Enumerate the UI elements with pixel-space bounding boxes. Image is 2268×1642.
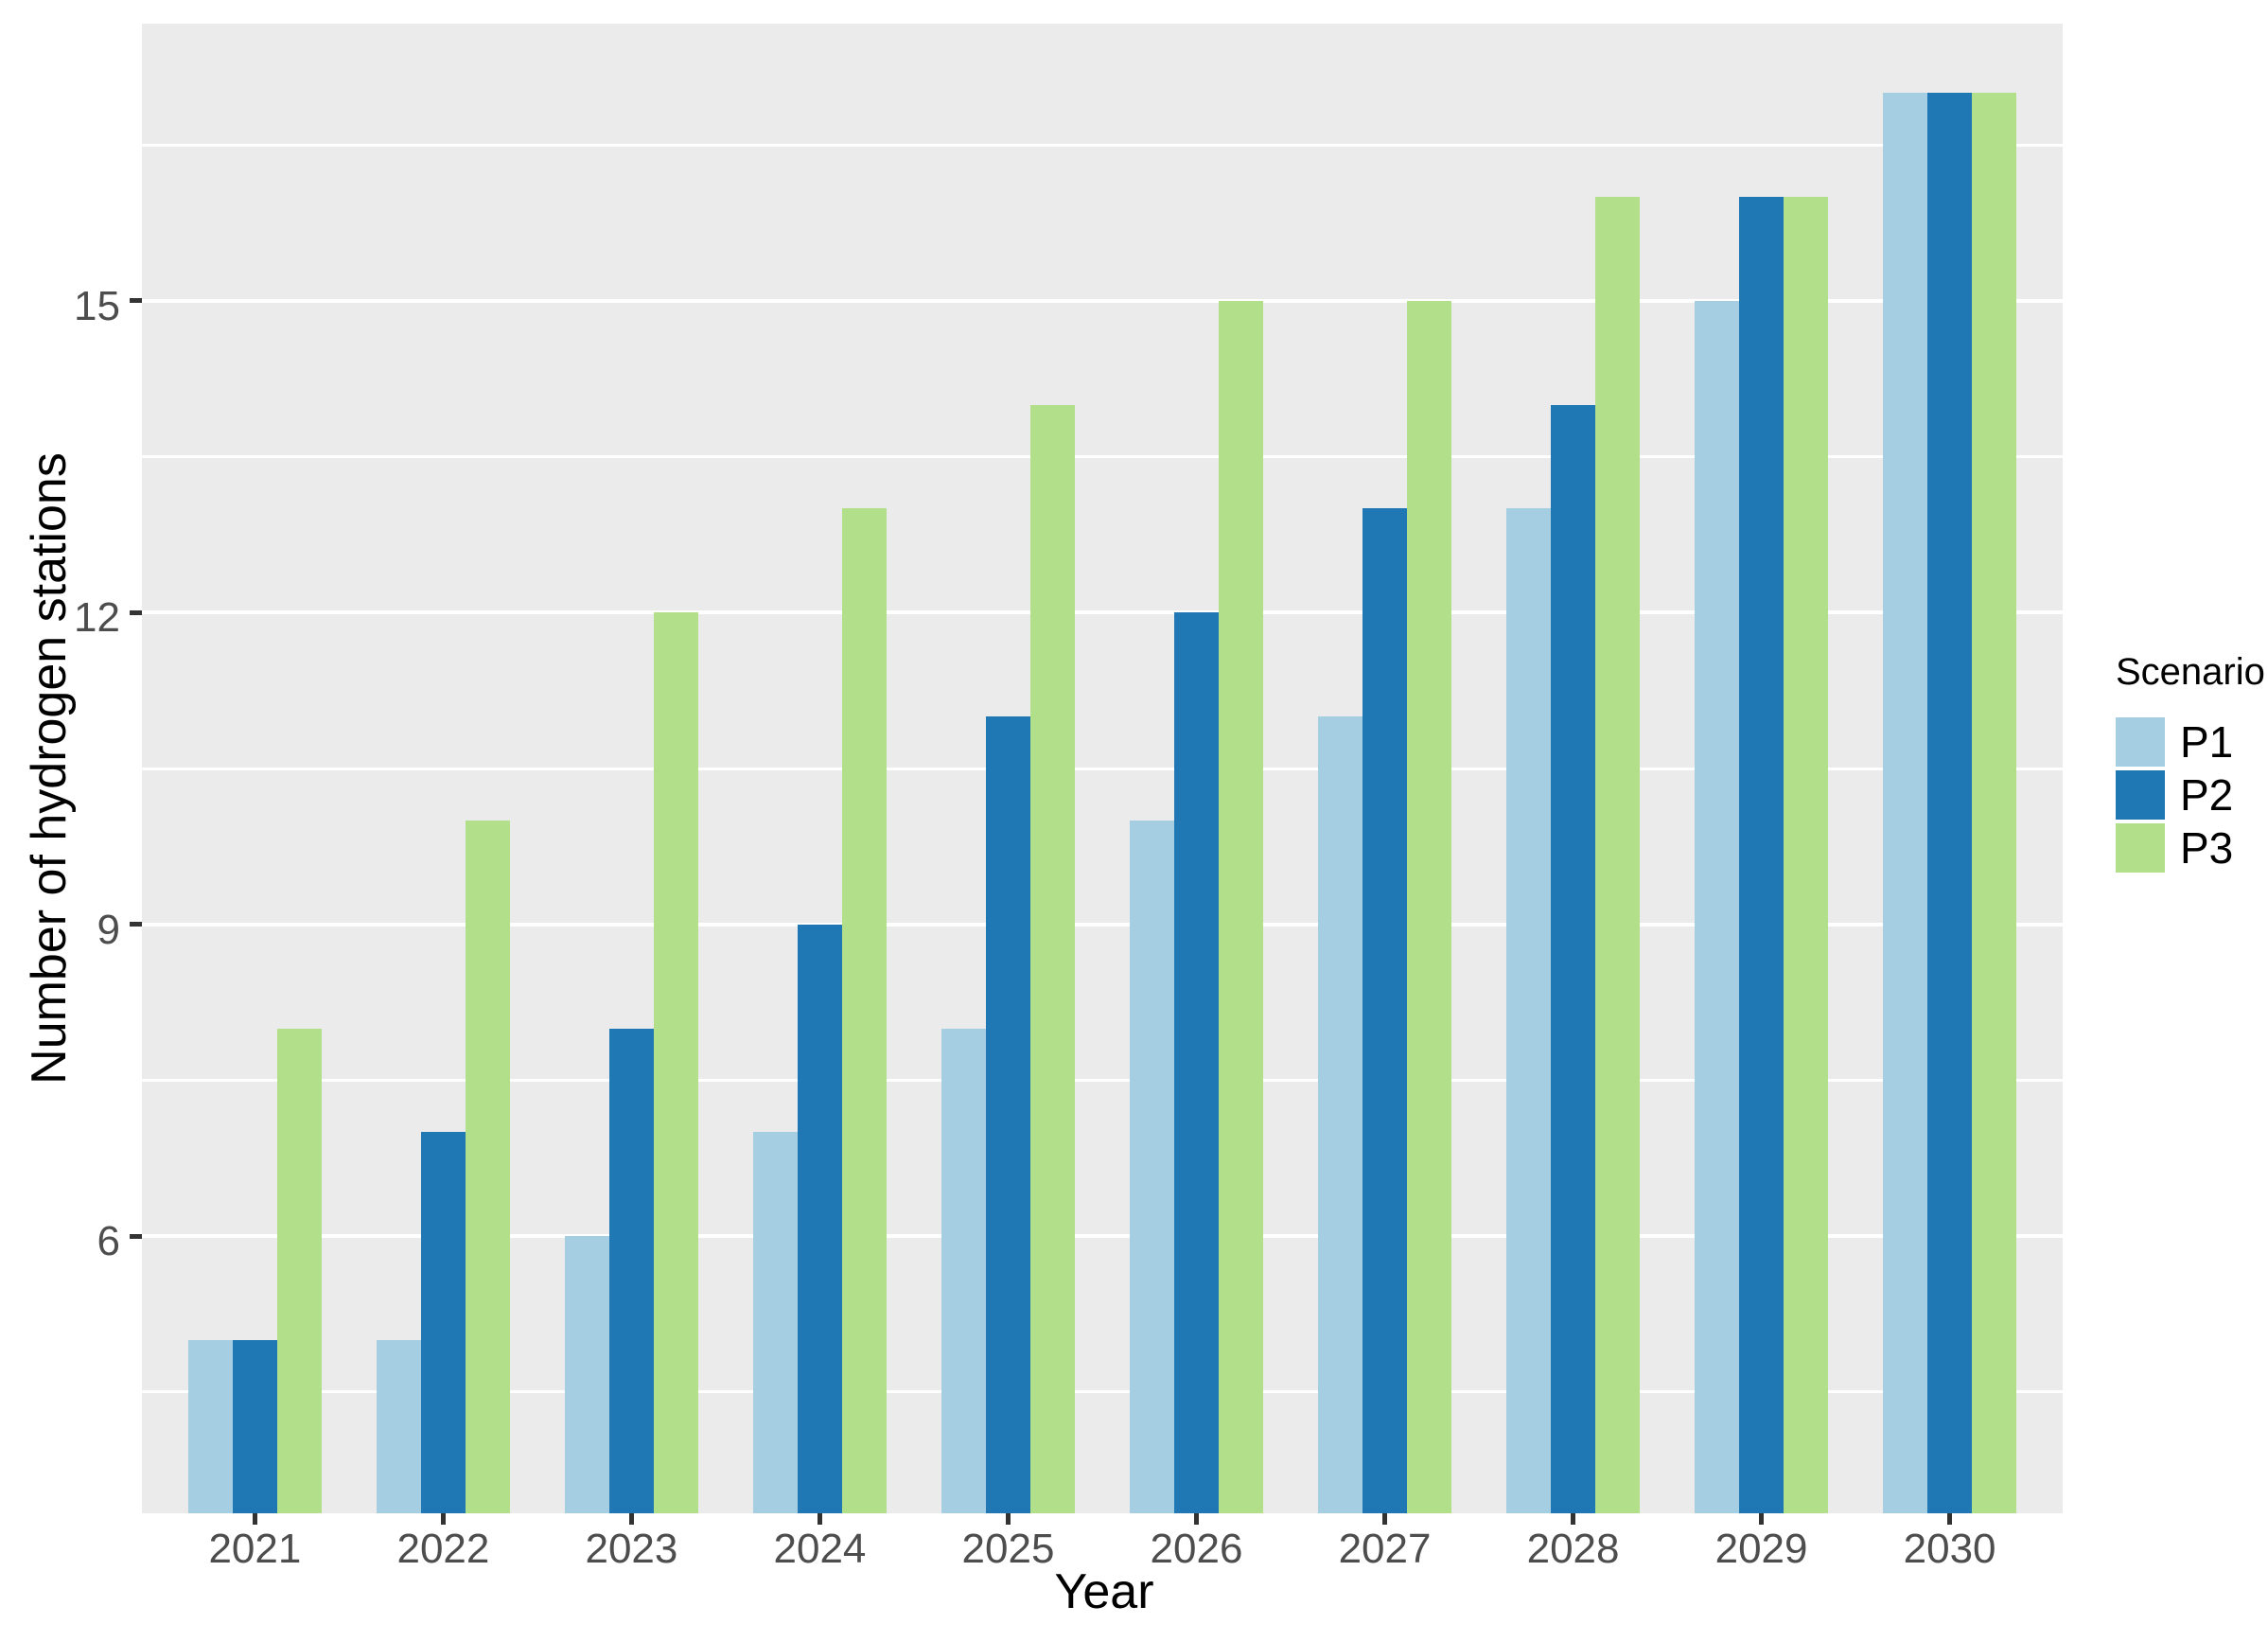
x-tick-label: 2030 — [1903, 1526, 1996, 1572]
x-tick-label: 2027 — [1338, 1526, 1432, 1572]
bar-2027-P1 — [1318, 716, 1363, 1513]
x-tick-mark — [628, 1513, 634, 1525]
x-tick-label: 2023 — [585, 1526, 678, 1572]
bar-2025-P2 — [985, 716, 1030, 1513]
legend: Scenario P1 P2 P3 — [2116, 653, 2265, 876]
gridline-minor — [142, 143, 2063, 147]
gridline-minor — [142, 1390, 2063, 1394]
bar-2023-P3 — [653, 612, 698, 1513]
bar-2027-P2 — [1363, 508, 1408, 1513]
y-tick-label: 6 — [97, 1218, 120, 1265]
bar-2028-P1 — [1506, 508, 1552, 1513]
x-tick-label: 2025 — [961, 1526, 1055, 1572]
y-tick-mark — [130, 298, 142, 304]
bar-2028-P2 — [1551, 404, 1596, 1513]
bar-2024-P2 — [797, 924, 842, 1513]
gridline-minor — [142, 767, 2063, 770]
bar-2030-P2 — [1927, 93, 1973, 1513]
legend-title: Scenario — [2116, 651, 2265, 693]
gridline-minor — [142, 455, 2063, 459]
bar-2021-P2 — [232, 1339, 277, 1513]
x-tick-mark — [817, 1513, 822, 1525]
bar-2026-P2 — [1174, 612, 1219, 1513]
x-tick-mark — [1005, 1513, 1011, 1525]
legend-swatch-P1 — [2116, 717, 2165, 767]
bar-2024-P1 — [752, 1132, 798, 1513]
x-tick-mark — [1382, 1513, 1388, 1525]
legend-label-P3: P3 — [2180, 823, 2234, 873]
bar-2029-P3 — [1784, 197, 1829, 1513]
x-tick-label: 2022 — [396, 1526, 490, 1572]
bar-2025-P1 — [941, 1028, 986, 1513]
x-tick-label: 2026 — [1150, 1526, 1243, 1572]
x-tick-mark — [1759, 1513, 1765, 1525]
bar-2021-P1 — [187, 1339, 233, 1513]
legend-entry-P2: P2 — [2116, 770, 2265, 820]
bar-2030-P3 — [1972, 93, 2017, 1513]
y-tick-label: 9 — [97, 906, 120, 953]
bar-2030-P1 — [1883, 93, 1928, 1513]
bar-2024-P3 — [841, 508, 887, 1513]
bar-2022-P1 — [376, 1339, 421, 1513]
bar-2021-P3 — [276, 1028, 322, 1513]
bar-2022-P3 — [465, 820, 510, 1513]
gridline-major — [142, 922, 2063, 927]
legend-entry-P1: P1 — [2116, 717, 2265, 767]
plot-panel — [142, 24, 2063, 1513]
x-tick-label: 2028 — [1526, 1526, 1620, 1572]
bar-2023-P1 — [564, 1236, 609, 1513]
bar-2023-P2 — [608, 1028, 654, 1513]
y-tick-label: 12 — [74, 594, 120, 642]
x-tick-mark — [1194, 1513, 1199, 1525]
legend-entry-P3: P3 — [2116, 823, 2265, 873]
x-tick-label: 2024 — [773, 1526, 867, 1572]
bar-2022-P2 — [420, 1132, 466, 1513]
legend-entries: P1 P2 P3 — [2116, 717, 2265, 873]
x-tick-label: 2029 — [1714, 1526, 1808, 1572]
y-tick-mark — [130, 922, 142, 927]
gridline-minor — [142, 1078, 2063, 1082]
y-tick-label: 15 — [74, 282, 120, 329]
legend-label-P1: P1 — [2180, 717, 2234, 767]
legend-label-P2: P2 — [2180, 770, 2234, 820]
bar-2029-P2 — [1739, 197, 1785, 1513]
bar-2027-P3 — [1407, 300, 1452, 1513]
gridline-major — [142, 1234, 2063, 1239]
x-tick-mark — [440, 1513, 446, 1525]
y-axis-title: Number of hydrogen stations — [22, 452, 77, 1085]
bar-2026-P1 — [1130, 820, 1174, 1513]
legend-swatch-P2 — [2116, 770, 2165, 820]
bar-2026-P3 — [1219, 300, 1263, 1513]
x-tick-mark — [1947, 1513, 1953, 1525]
gridline-major — [142, 298, 2063, 303]
gridline-major — [142, 610, 2063, 615]
y-tick-mark — [130, 609, 142, 615]
x-tick-label: 2021 — [208, 1526, 302, 1572]
bar-2028-P3 — [1595, 197, 1641, 1513]
x-tick-mark — [252, 1513, 257, 1525]
bar-2025-P3 — [1029, 404, 1075, 1513]
bar-2029-P1 — [1695, 300, 1740, 1513]
y-tick-mark — [130, 1233, 142, 1239]
legend-swatch-P3 — [2116, 823, 2165, 873]
x-axis-title: Year — [1054, 1564, 1154, 1619]
x-tick-mark — [1571, 1513, 1576, 1525]
